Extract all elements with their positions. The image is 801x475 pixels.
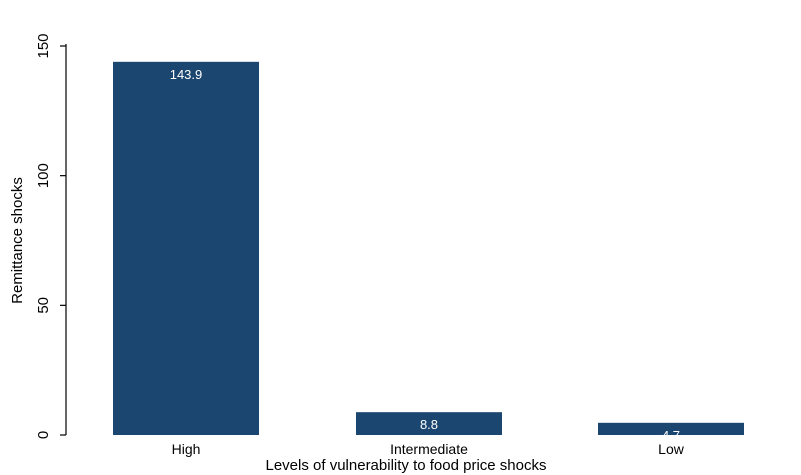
- bar-intermediate: [356, 412, 502, 435]
- x-tick-label: High: [172, 441, 201, 457]
- y-ticks: 0 50 100 150: [35, 33, 66, 439]
- y-tick-label: 0: [35, 431, 52, 439]
- bars: 143.9 8.8 4.7: [113, 61, 744, 443]
- bar-value-label: 4.7: [662, 428, 680, 443]
- y-tick-label: 50: [35, 297, 52, 314]
- y-axis-title: Remittance shocks: [9, 177, 26, 304]
- bar-value-label: 143.9: [170, 67, 203, 82]
- x-tick-label: Low: [658, 441, 685, 457]
- bar-low: [598, 422, 744, 435]
- bar-value-label: 8.8: [420, 417, 438, 432]
- x-axis-title: Levels of vulnerability to food price sh…: [266, 457, 547, 474]
- x-tick-labels: High Intermediate Low: [172, 441, 685, 457]
- y-tick-label: 100: [35, 163, 52, 188]
- x-tick-label: Intermediate: [390, 441, 468, 457]
- y-tick-label: 150: [35, 33, 52, 58]
- bar-high: [113, 61, 259, 435]
